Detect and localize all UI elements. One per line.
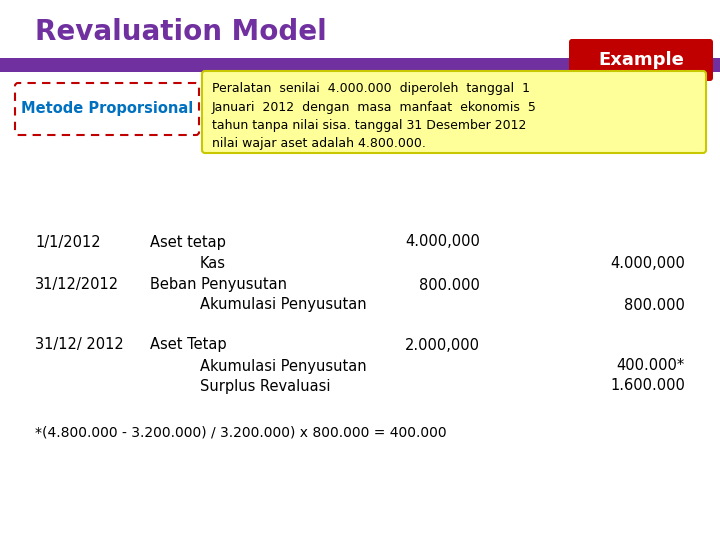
Text: 400.000*: 400.000*: [617, 359, 685, 374]
Text: Beban Penyusutan: Beban Penyusutan: [150, 278, 287, 293]
FancyBboxPatch shape: [15, 83, 199, 135]
Text: 800.000: 800.000: [624, 298, 685, 313]
Text: Aset Tetap: Aset Tetap: [150, 338, 227, 353]
Text: 31/12/ 2012: 31/12/ 2012: [35, 338, 124, 353]
Text: Akumulasi Penyusutan: Akumulasi Penyusutan: [200, 359, 366, 374]
Text: Aset tetap: Aset tetap: [150, 234, 226, 249]
Text: 31/12/2012: 31/12/2012: [35, 278, 119, 293]
Text: *(4.800.000 - 3.200.000) / 3.200.000) x 800.000 = 400.000: *(4.800.000 - 3.200.000) / 3.200.000) x …: [35, 425, 446, 439]
FancyBboxPatch shape: [202, 71, 706, 153]
Bar: [0, 58, 720, 72]
Text: Metode Proporsional: Metode Proporsional: [21, 102, 193, 117]
Text: 2.000,000: 2.000,000: [405, 338, 480, 353]
Text: 4.000,000: 4.000,000: [405, 234, 480, 249]
Text: 1.600.000: 1.600.000: [610, 379, 685, 394]
Text: 1/1/2012: 1/1/2012: [35, 234, 101, 249]
Text: 800.000: 800.000: [419, 278, 480, 293]
Text: Peralatan  senilai  4.000.000  diperoleh  tanggal  1
Januari  2012  dengan  masa: Peralatan senilai 4.000.000 diperoleh ta…: [212, 82, 537, 151]
Text: Surplus Revaluasi: Surplus Revaluasi: [200, 379, 330, 394]
Text: Akumulasi Penyusutan: Akumulasi Penyusutan: [200, 298, 366, 313]
FancyBboxPatch shape: [569, 39, 713, 81]
Text: Revaluation Model: Revaluation Model: [35, 18, 327, 46]
Text: Example: Example: [598, 51, 684, 69]
Text: Kas: Kas: [200, 255, 226, 271]
Text: 4.000,000: 4.000,000: [610, 255, 685, 271]
